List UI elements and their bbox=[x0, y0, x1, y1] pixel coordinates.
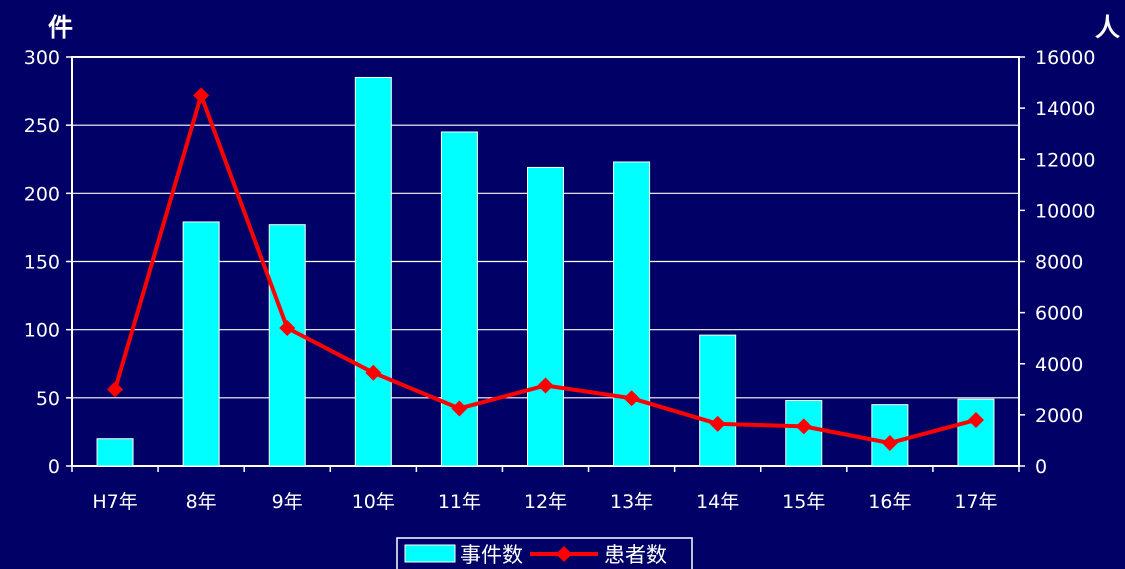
x-tick-label: H7年 bbox=[92, 491, 137, 513]
right-tick-label: 2000 bbox=[1035, 405, 1083, 427]
left-tick-label: 200 bbox=[24, 183, 60, 205]
x-tick-label: 13年 bbox=[610, 491, 653, 513]
x-tick-label: 15年 bbox=[782, 491, 825, 513]
bar bbox=[96, 438, 134, 467]
right-tick-label: 0 bbox=[1035, 456, 1047, 478]
plot-area: 0 50 100 150 200 250 300 0 2000 4000 6000 8000 10000… bbox=[24, 47, 1096, 513]
right-tick-label: 12000 bbox=[1035, 149, 1095, 171]
left-tick-label: 150 bbox=[24, 252, 60, 274]
legend-swatch-bar bbox=[404, 544, 456, 563]
right-axis-unit: 人 bbox=[1095, 13, 1120, 42]
line-point bbox=[279, 319, 296, 336]
line-point bbox=[451, 400, 468, 417]
left-tick-label: 0 bbox=[48, 456, 60, 478]
x-tick-label: 17年 bbox=[954, 491, 997, 513]
line-point bbox=[967, 411, 984, 428]
line-point bbox=[709, 415, 726, 432]
bar bbox=[613, 161, 651, 467]
right-tick-label: 8000 bbox=[1035, 252, 1083, 274]
line-point bbox=[795, 418, 812, 435]
right-tick-label: 6000 bbox=[1035, 303, 1083, 325]
x-tick-label: 16年 bbox=[868, 491, 911, 513]
left-tick-label: 100 bbox=[24, 320, 60, 342]
line-point bbox=[193, 87, 210, 104]
line-point bbox=[537, 377, 554, 394]
x-tick-label: 14年 bbox=[696, 491, 739, 513]
legend-label-bar: 事件数 bbox=[460, 543, 523, 567]
left-tick-label: 50 bbox=[36, 388, 60, 410]
right-tick-label: 10000 bbox=[1035, 200, 1095, 222]
line-point bbox=[881, 434, 898, 451]
left-tick-label: 250 bbox=[24, 115, 60, 137]
x-tick-label: 8年 bbox=[186, 491, 217, 513]
right-tick-label: 4000 bbox=[1035, 354, 1083, 376]
x-tick-label: 10年 bbox=[352, 491, 395, 513]
legend-swatch-marker bbox=[556, 546, 572, 562]
left-axis-unit: 件 bbox=[48, 13, 73, 42]
bar bbox=[182, 221, 220, 467]
bar bbox=[527, 166, 564, 467]
legend: 事件数 患者数 bbox=[396, 537, 693, 569]
bar bbox=[699, 334, 737, 467]
x-tick-label: 12年 bbox=[524, 491, 567, 513]
x-tick-label: 11年 bbox=[438, 491, 481, 513]
left-tick-label: 300 bbox=[24, 47, 60, 69]
legend-label-line: 患者数 bbox=[604, 543, 667, 567]
bar bbox=[268, 224, 306, 467]
bar bbox=[957, 398, 995, 467]
line-point bbox=[365, 364, 382, 381]
right-tick-label: 16000 bbox=[1035, 47, 1095, 69]
bar bbox=[354, 76, 392, 467]
line-point bbox=[107, 381, 124, 398]
line-point bbox=[623, 390, 640, 407]
x-tick-label: 9年 bbox=[272, 491, 303, 513]
right-tick-label: 14000 bbox=[1035, 98, 1095, 120]
